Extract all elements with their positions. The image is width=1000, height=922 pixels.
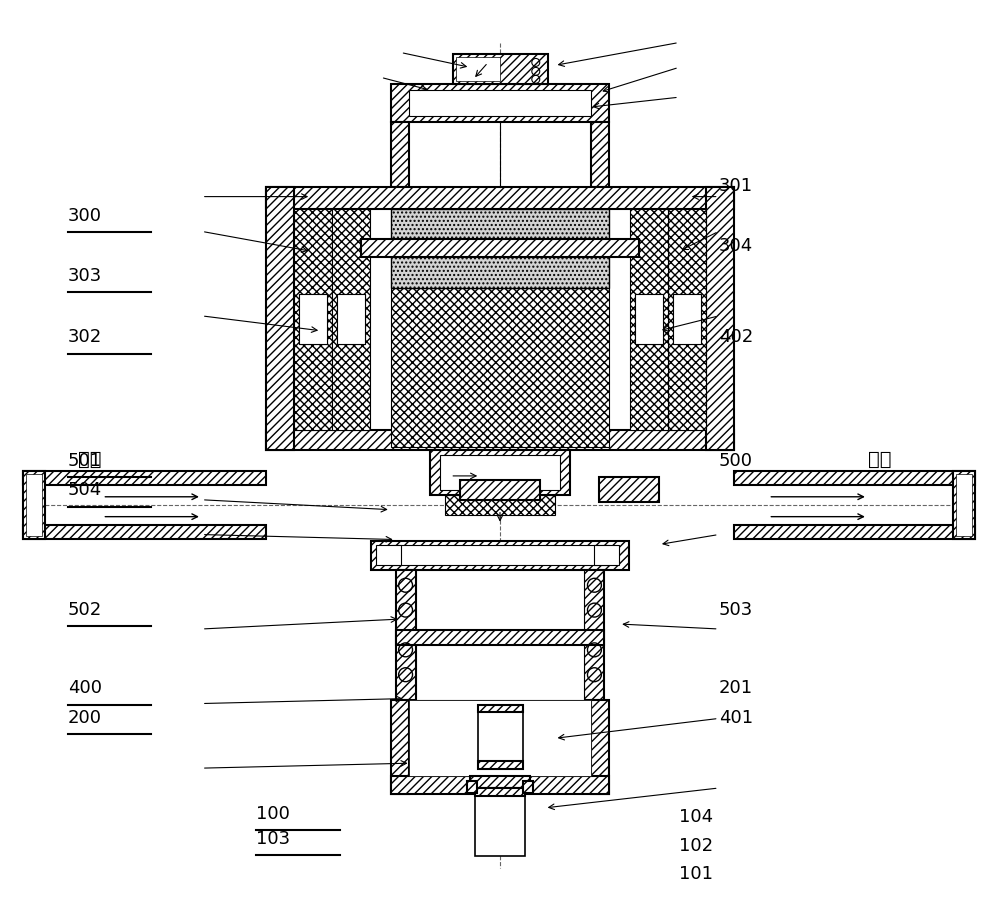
Bar <box>371 540 629 571</box>
Bar <box>478 704 523 713</box>
Text: 503: 503 <box>719 600 753 619</box>
Bar <box>470 776 530 788</box>
Bar <box>26 474 42 536</box>
Bar <box>523 781 533 793</box>
Bar <box>391 546 609 565</box>
Text: 500: 500 <box>719 452 753 470</box>
Bar <box>734 471 975 485</box>
Text: 501: 501 <box>68 452 102 470</box>
Bar <box>440 455 560 490</box>
Bar <box>391 84 609 122</box>
Bar <box>956 474 972 536</box>
Bar <box>430 450 570 495</box>
Text: 504: 504 <box>68 481 102 500</box>
Text: 301: 301 <box>719 177 753 195</box>
Bar <box>475 788 525 856</box>
Text: 303: 303 <box>68 267 102 285</box>
Text: 300: 300 <box>68 207 102 225</box>
Bar <box>391 122 409 186</box>
Bar <box>467 781 477 793</box>
Bar <box>332 208 370 431</box>
Bar <box>453 54 548 84</box>
Text: 103: 103 <box>256 830 291 847</box>
Bar <box>475 788 525 796</box>
Text: 304: 304 <box>719 237 753 254</box>
Bar <box>391 288 609 447</box>
Bar <box>584 571 604 700</box>
Bar <box>391 208 609 288</box>
Bar <box>478 704 523 769</box>
Bar <box>635 294 663 344</box>
Bar <box>734 525 975 538</box>
Text: 400: 400 <box>68 680 102 697</box>
Bar <box>391 700 409 794</box>
Bar <box>594 546 619 565</box>
Bar <box>376 546 401 565</box>
Bar <box>409 90 591 116</box>
Bar <box>635 294 663 344</box>
Bar <box>337 294 365 344</box>
Text: 402: 402 <box>719 328 753 347</box>
Bar <box>668 208 706 431</box>
Bar <box>953 471 975 538</box>
Bar <box>591 700 609 794</box>
Bar <box>23 525 266 538</box>
Bar <box>299 294 327 344</box>
Bar <box>299 294 327 344</box>
Bar <box>460 479 540 500</box>
Bar <box>409 700 591 776</box>
Text: 401: 401 <box>719 709 753 727</box>
Bar <box>361 240 639 257</box>
Bar <box>23 471 45 538</box>
Text: 502: 502 <box>68 600 102 619</box>
Text: 100: 100 <box>256 805 290 823</box>
Bar <box>416 571 584 700</box>
Bar <box>337 294 365 344</box>
Bar <box>23 471 266 485</box>
Bar <box>445 495 555 514</box>
Text: 200: 200 <box>68 709 102 727</box>
Bar <box>599 477 659 502</box>
Bar <box>478 762 523 769</box>
Bar <box>456 57 500 81</box>
Text: 101: 101 <box>679 865 713 882</box>
Bar <box>706 186 734 450</box>
Bar <box>294 208 332 431</box>
Text: 302: 302 <box>68 328 102 347</box>
Bar <box>391 776 609 794</box>
Text: 出口: 出口 <box>868 450 891 468</box>
Bar <box>630 208 668 431</box>
Bar <box>673 294 701 344</box>
Bar <box>266 186 294 450</box>
Bar <box>673 294 701 344</box>
Text: 102: 102 <box>679 837 713 855</box>
Text: 入口: 入口 <box>78 450 101 468</box>
Bar <box>396 630 604 644</box>
Text: 201: 201 <box>719 680 753 697</box>
Bar <box>266 431 734 450</box>
Text: 104: 104 <box>679 808 713 826</box>
Bar <box>266 186 734 208</box>
Bar <box>396 571 416 700</box>
Bar <box>591 122 609 186</box>
